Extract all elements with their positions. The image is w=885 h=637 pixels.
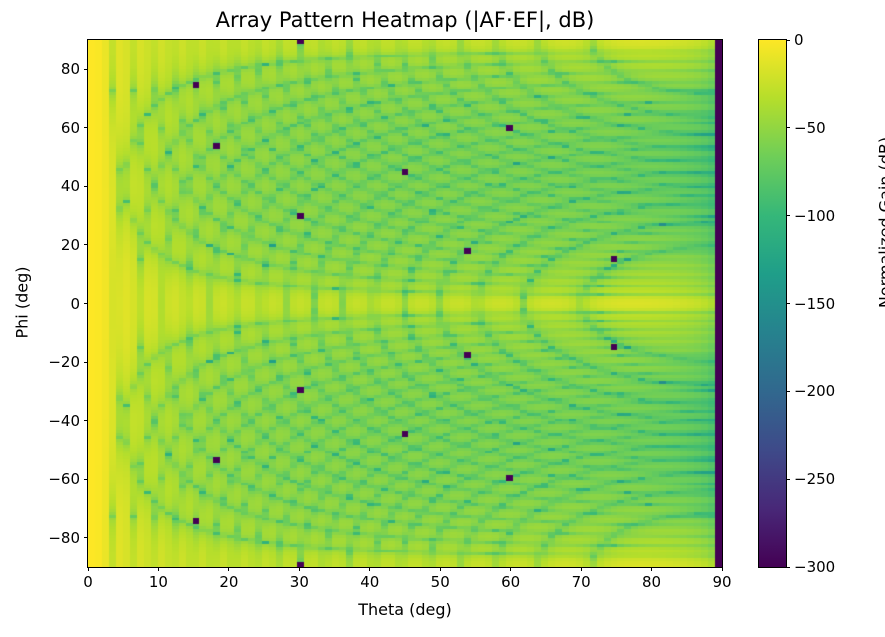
y-tick-mark xyxy=(84,478,88,480)
colorbar: 0 −50 −100 −150 −200 −250 −300 xyxy=(758,33,835,575)
y-tick-mark xyxy=(84,361,88,363)
x-tick-mark xyxy=(369,567,371,571)
x-tick-mark xyxy=(580,567,582,571)
colorbar-tick-label: −100 xyxy=(794,206,836,225)
y-tick-label: 40 xyxy=(60,177,80,196)
colorbar-tick-mark xyxy=(786,127,790,129)
colorbar-tick-label: −200 xyxy=(794,382,836,401)
plot-area: 0 10 20 30 40 50 60 70 80 90 80 60 40 20 0 −20 −40 −60 −8… xyxy=(48,39,732,590)
colorbar-label: Normalized Gain (dB) xyxy=(875,136,885,309)
colorbar-tick-mark xyxy=(786,39,790,41)
x-tick-label: 10 xyxy=(148,573,168,591)
y-tick-label: −60 xyxy=(48,470,80,489)
x-tick-mark xyxy=(721,567,723,571)
y-tick-label: 60 xyxy=(60,118,80,137)
colorbar-gradient xyxy=(759,40,786,567)
chart-title: Array Pattern Heatmap (|AF·EF|, dB) xyxy=(215,8,595,32)
x-tick-label: 60 xyxy=(501,573,521,591)
x-tick-mark xyxy=(439,567,441,571)
x-tick-mark xyxy=(157,567,159,571)
y-tick-label: −80 xyxy=(48,528,80,547)
x-tick-mark xyxy=(228,567,230,571)
y-tick-mark xyxy=(84,537,88,539)
colorbar-tick-label: −150 xyxy=(794,294,836,313)
x-tick-mark xyxy=(87,567,89,571)
x-tick-mark xyxy=(651,567,653,571)
x-tick-label: 90 xyxy=(712,573,732,591)
y-tick-label: −20 xyxy=(48,353,80,372)
y-tick-mark xyxy=(84,244,88,246)
colorbar-tick-mark xyxy=(786,390,790,392)
colorbar-tick-mark xyxy=(786,303,790,304)
x-tick-label: 30 xyxy=(289,573,309,591)
x-tick-label: 50 xyxy=(430,573,450,591)
y-tick-mark xyxy=(84,303,88,304)
colorbar-tick-label: −300 xyxy=(794,558,836,576)
colorbar-tick-mark xyxy=(786,215,790,217)
y-tick-label: −40 xyxy=(48,411,80,430)
y-tick-mark xyxy=(84,68,88,70)
colorbar-tick-label: −50 xyxy=(794,118,826,137)
y-tick-mark xyxy=(84,127,88,129)
colorbar-tick-mark xyxy=(786,478,790,480)
x-tick-label: 80 xyxy=(642,573,662,591)
y-tick-mark xyxy=(84,420,88,422)
y-tick-label: 80 xyxy=(60,60,80,79)
x-tick-mark xyxy=(298,567,300,571)
y-tick-mark xyxy=(84,185,88,187)
heatmap-canvas xyxy=(88,40,722,567)
x-axis-label: Theta (deg) xyxy=(358,600,452,619)
y-tick-label: 0 xyxy=(70,294,80,313)
colorbar-tick-label: −250 xyxy=(794,470,836,489)
y-tick-label: 20 xyxy=(60,235,80,254)
colorbar-tick-label: 0 xyxy=(794,31,804,49)
x-tick-label: 70 xyxy=(571,573,591,591)
x-tick-label: 20 xyxy=(219,573,239,591)
x-tick-label: 0 xyxy=(83,573,93,591)
y-axis-label: Phi (deg) xyxy=(12,266,32,339)
x-tick-mark xyxy=(510,567,512,571)
colorbar-tick-mark xyxy=(786,566,790,568)
x-tick-label: 40 xyxy=(360,573,380,591)
